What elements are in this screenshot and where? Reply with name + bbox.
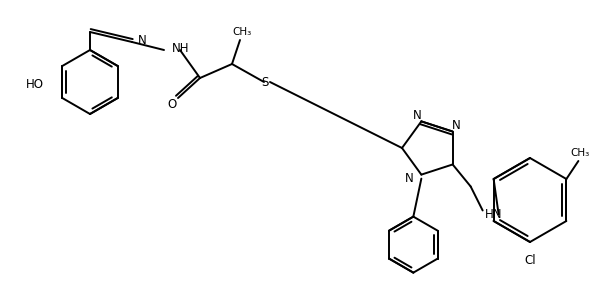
Text: Cl: Cl <box>524 254 536 267</box>
Text: N: N <box>404 172 414 185</box>
Text: HN: HN <box>485 208 502 221</box>
Text: O: O <box>167 98 177 111</box>
Text: S: S <box>262 76 269 89</box>
Text: N: N <box>138 35 147 47</box>
Text: CH₃: CH₃ <box>232 27 252 37</box>
Text: HO: HO <box>26 78 44 91</box>
Text: N: N <box>452 119 461 132</box>
Text: CH₃: CH₃ <box>571 148 590 158</box>
Text: N: N <box>413 109 422 122</box>
Text: NH: NH <box>172 42 189 55</box>
